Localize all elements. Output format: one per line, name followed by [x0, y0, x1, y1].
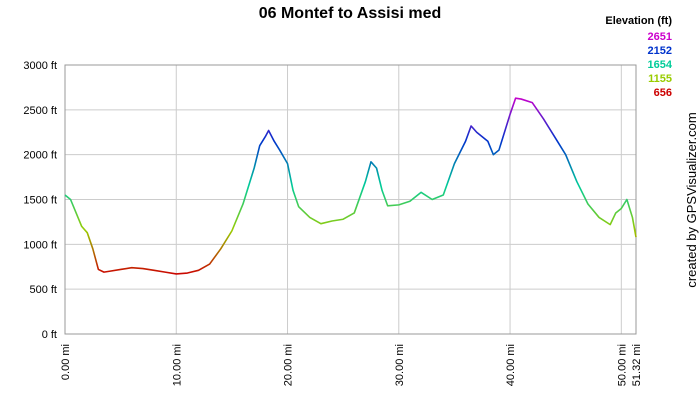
x-tick-label: 40.00 mi [505, 344, 517, 386]
chart-title: 06 Montef to Assisi med [259, 5, 442, 22]
y-tick-label: 2000 ft [23, 150, 57, 162]
x-tick-label: 30.00 mi [394, 344, 406, 386]
x-tick-label: 0.00 mi [60, 344, 72, 380]
x-tick-label: 50.00 mi [616, 344, 628, 386]
y-tick-label: 0 ft [42, 329, 57, 341]
plot-frame [64, 64, 637, 335]
legend-title: Elevation (ft) [605, 15, 672, 27]
x-tick-label: 20.00 mi [283, 344, 295, 386]
legend-value: 1155 [648, 73, 672, 85]
credit: created by GPSVisualizer.com [684, 112, 699, 287]
y-tick-label: 2500 ft [23, 105, 57, 117]
x-tick-label: 51.32 mi [631, 344, 643, 386]
y-tick-label: 1500 ft [23, 195, 57, 207]
y-tick-label: 1000 ft [23, 239, 57, 251]
y-tick-label: 3000 ft [23, 60, 57, 72]
legend-value: 2152 [648, 45, 672, 57]
elevation-line [64, 97, 637, 275]
x-tick-label: 10.00 mi [171, 344, 183, 386]
legend-value: 656 [654, 87, 672, 99]
legend-value: 1654 [648, 59, 673, 71]
y-tick-label: 500 ft [29, 284, 57, 296]
legend-value: 2651 [648, 31, 672, 43]
